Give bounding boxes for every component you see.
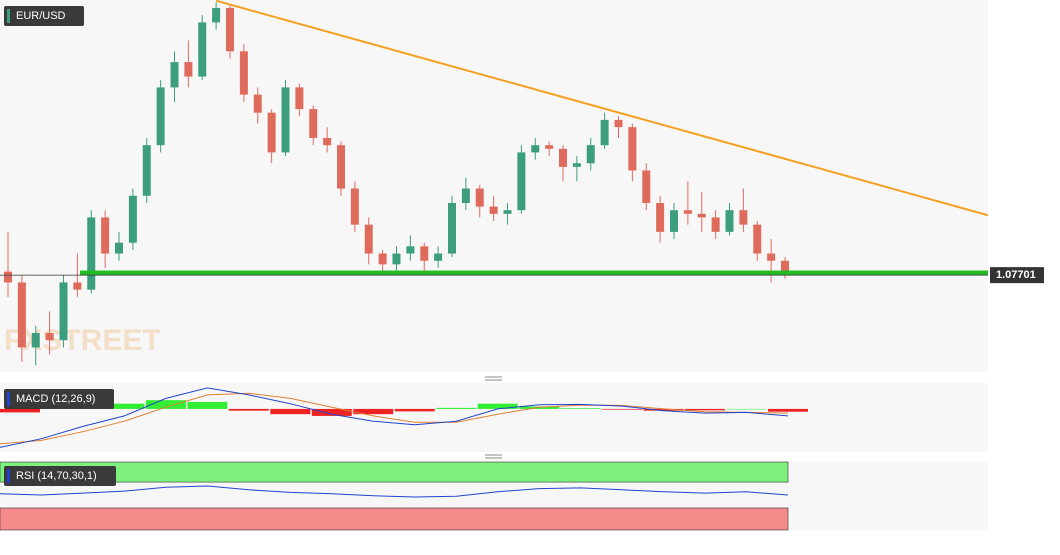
candle-body bbox=[392, 253, 401, 265]
macd-line bbox=[0, 387, 789, 448]
candle-body bbox=[614, 119, 623, 128]
candle-body bbox=[73, 282, 82, 290]
trendline bbox=[215, 0, 989, 217]
macd-histogram-bar bbox=[228, 408, 269, 411]
symbol-label: EUR/USD bbox=[16, 10, 66, 22]
last-price-box bbox=[990, 267, 1044, 284]
candle-body bbox=[739, 210, 748, 225]
symbol-label-box bbox=[4, 6, 84, 26]
rsi-label: RSI (14,70,30,1) bbox=[16, 470, 97, 482]
macd-histogram-bar bbox=[394, 408, 435, 412]
candle-body bbox=[586, 145, 595, 164]
rsi-line bbox=[0, 485, 789, 498]
candle-body bbox=[642, 170, 651, 203]
candle-body bbox=[281, 87, 290, 153]
candle-body bbox=[184, 62, 193, 77]
macd-histogram-bar bbox=[187, 401, 228, 409]
candle-body bbox=[45, 332, 54, 341]
candle-body bbox=[434, 253, 443, 261]
watermark: FXSTREET bbox=[4, 324, 161, 357]
macd-histogram-bar bbox=[726, 408, 767, 410]
candle-body bbox=[475, 188, 484, 207]
support-line bbox=[80, 270, 988, 276]
candle-body bbox=[198, 22, 207, 77]
candle-body bbox=[628, 127, 637, 171]
candle-body bbox=[656, 202, 665, 232]
candle-body bbox=[448, 202, 456, 254]
price-panel bbox=[0, 0, 988, 372]
macd-histogram-bar bbox=[685, 408, 726, 411]
candle-body bbox=[517, 152, 526, 211]
candle-body bbox=[170, 62, 179, 88]
macd-histogram-bar bbox=[477, 403, 518, 409]
candle-body bbox=[559, 148, 567, 167]
signal-line bbox=[0, 392, 789, 445]
candle-body bbox=[489, 206, 498, 214]
macd-histogram-bar bbox=[768, 408, 808, 412]
macd-label: MACD (12,26,9) bbox=[16, 393, 95, 405]
candle-body bbox=[364, 224, 373, 254]
candle-body bbox=[683, 210, 692, 214]
candle-body bbox=[142, 145, 151, 196]
candle-body bbox=[337, 145, 345, 189]
candle-body bbox=[753, 224, 762, 254]
macd-histogram-bar bbox=[560, 408, 601, 409]
candle-body bbox=[267, 112, 276, 153]
candle-body bbox=[128, 195, 137, 243]
candle-body bbox=[17, 282, 26, 348]
candle-body bbox=[87, 217, 96, 290]
candle-body bbox=[697, 213, 706, 218]
candle-body bbox=[59, 282, 68, 341]
candle-body bbox=[115, 242, 123, 254]
macd-histogram-bar bbox=[311, 408, 352, 416]
candle-body bbox=[295, 87, 304, 110]
macd-histogram-bar bbox=[0, 408, 40, 413]
macd-histogram-bar bbox=[145, 400, 186, 409]
symbol-label-swatch bbox=[7, 9, 10, 23]
candle-body bbox=[309, 109, 318, 138]
macd-label-swatch bbox=[7, 392, 10, 406]
macd-histogram-bar bbox=[353, 408, 394, 415]
candle-body bbox=[101, 217, 110, 254]
candle-body bbox=[503, 210, 512, 214]
macd-histogram-bar bbox=[104, 403, 145, 409]
candle-body bbox=[545, 145, 554, 149]
candle-body bbox=[670, 210, 678, 232]
candle-body bbox=[156, 87, 165, 146]
candle-body bbox=[406, 246, 415, 254]
candle-body bbox=[572, 163, 581, 167]
candle-body bbox=[378, 253, 387, 265]
macd-label-box bbox=[4, 389, 114, 409]
candle-body bbox=[212, 7, 221, 23]
macd-histogram-bar bbox=[436, 407, 477, 409]
candle-body bbox=[461, 188, 470, 203]
panel-handle[interactable] bbox=[485, 454, 502, 459]
candle-body bbox=[239, 51, 248, 95]
macd-histogram-bar bbox=[270, 408, 311, 415]
rsi-label-box bbox=[4, 466, 116, 486]
candle-body bbox=[600, 119, 609, 146]
candle-body bbox=[531, 145, 540, 153]
macd-histogram-bar bbox=[643, 408, 684, 411]
candle-body bbox=[31, 332, 40, 348]
macd-histogram-bar bbox=[602, 408, 643, 410]
rsi-label-swatch bbox=[7, 469, 10, 483]
candle-body bbox=[226, 7, 234, 52]
oversold-zone bbox=[0, 507, 789, 531]
candle-body bbox=[350, 188, 359, 225]
macd-panel bbox=[0, 383, 988, 452]
candle-body bbox=[767, 253, 776, 261]
candle-body bbox=[323, 137, 332, 146]
candle-body bbox=[711, 217, 720, 232]
candle-body bbox=[4, 271, 12, 283]
overbought-zone bbox=[0, 461, 789, 483]
candle-body bbox=[253, 94, 262, 113]
candle-body bbox=[420, 246, 429, 261]
candle-body bbox=[725, 210, 734, 232]
last-price-label: 1.07701 bbox=[996, 269, 1036, 281]
panel-handle[interactable] bbox=[485, 376, 502, 381]
candle-body bbox=[781, 260, 789, 274]
